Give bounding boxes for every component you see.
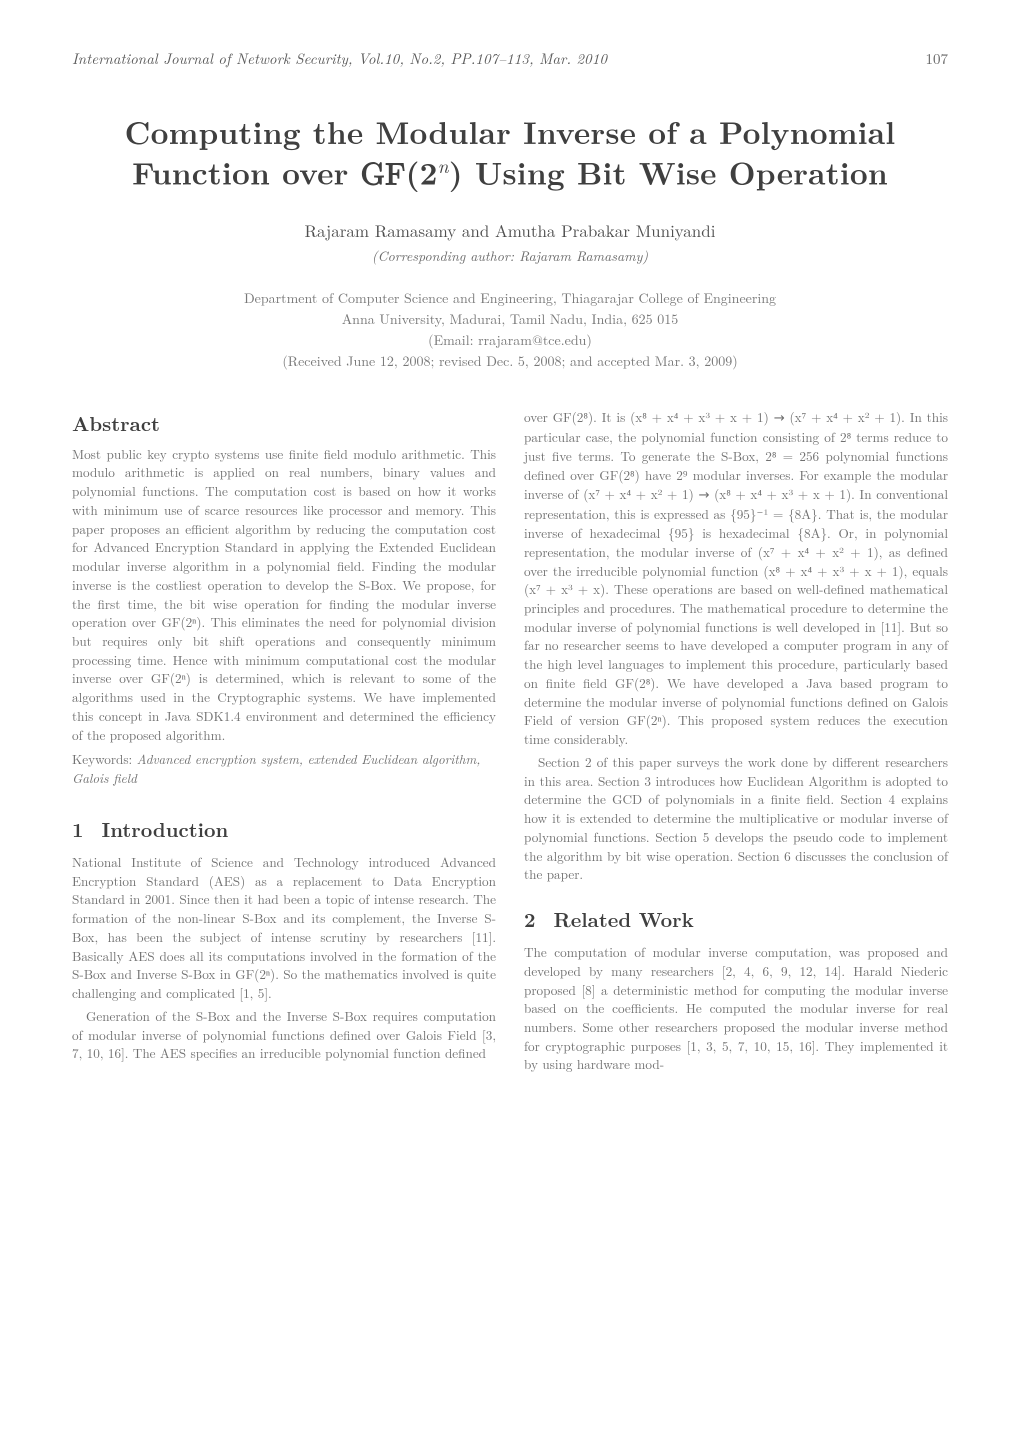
affil-line2: Anna University, Madurai, Tamil Nadu, In… — [72, 309, 948, 330]
section-1-num: 1 — [72, 814, 84, 843]
abstract-heading: Abstract — [72, 408, 496, 437]
abstract-text: Most public key crypto systems use finit… — [72, 445, 496, 745]
right-column: over GF(2⁸). It is (x⁸ + x⁴ + x³ + x + 1… — [524, 408, 948, 1079]
affil-line1: Department of Computer Science and Engin… — [72, 288, 948, 309]
paper-title: Computing the Modular Inverse of a Polyn… — [72, 113, 948, 196]
page-number: 107 — [925, 48, 948, 69]
affiliation-block: Department of Computer Science and Engin… — [72, 288, 948, 372]
affil-email: (Email: rrajaram@tce.edu) — [72, 330, 948, 351]
section-1-title: Introduction — [102, 814, 229, 843]
title-sup: n — [438, 151, 449, 179]
title-line2b: ) Using Bit Wise Operation — [449, 150, 888, 194]
section-2-title: Related Work — [554, 904, 694, 933]
arrow-icon-2: → — [698, 488, 709, 503]
title-gf: GF — [361, 160, 406, 191]
keywords-label: Keywords: — [72, 749, 132, 768]
title-line1: Computing the Modular Inverse of a Polyn… — [125, 110, 896, 154]
section-1-p2: Generation of the S-Box and the Inverse … — [72, 1007, 496, 1063]
col2-p1: over GF(2⁸). It is (x⁸ + x⁴ + x³ + x + 1… — [524, 408, 948, 749]
authors: Rajaram Ramasamy and Amutha Prabakar Mun… — [72, 218, 948, 242]
col2-p2: Section 2 of this paper surveys the work… — [524, 753, 948, 884]
arrow-icon: → — [774, 411, 785, 426]
corresponding-author: (Corresponding author: Rajaram Ramasamy) — [72, 246, 948, 266]
section-1-p1: National Institute of Science and Techno… — [72, 853, 496, 1003]
col2-p1c: (x⁸ + x⁴ + x³ + x + 1). In conventional … — [524, 484, 948, 749]
keywords: Keywords: Advanced encryption system, ex… — [72, 750, 496, 787]
section-2-heading: 2 Related Work — [524, 904, 948, 933]
title-line2a: Function over — [132, 150, 361, 194]
title-paren: (2 — [406, 150, 438, 194]
section-2-num: 2 — [524, 904, 536, 933]
col2-p1a: over GF(2⁸). It is (x⁸ + x⁴ + x³ + x + 1… — [524, 407, 774, 426]
section-2-p1: The computation of modular inverse compu… — [524, 943, 948, 1074]
two-column-layout: Abstract Most public key crypto systems … — [72, 408, 948, 1079]
left-column: Abstract Most public key crypto systems … — [72, 408, 496, 1079]
keywords-text: Advanced encryption system, extended Euc… — [72, 749, 480, 787]
affil-dates: (Received June 12, 2008; revised Dec. 5,… — [72, 351, 948, 372]
section-1-heading: 1 Introduction — [72, 814, 496, 843]
running-head: International Journal of Network Securit… — [72, 48, 948, 69]
